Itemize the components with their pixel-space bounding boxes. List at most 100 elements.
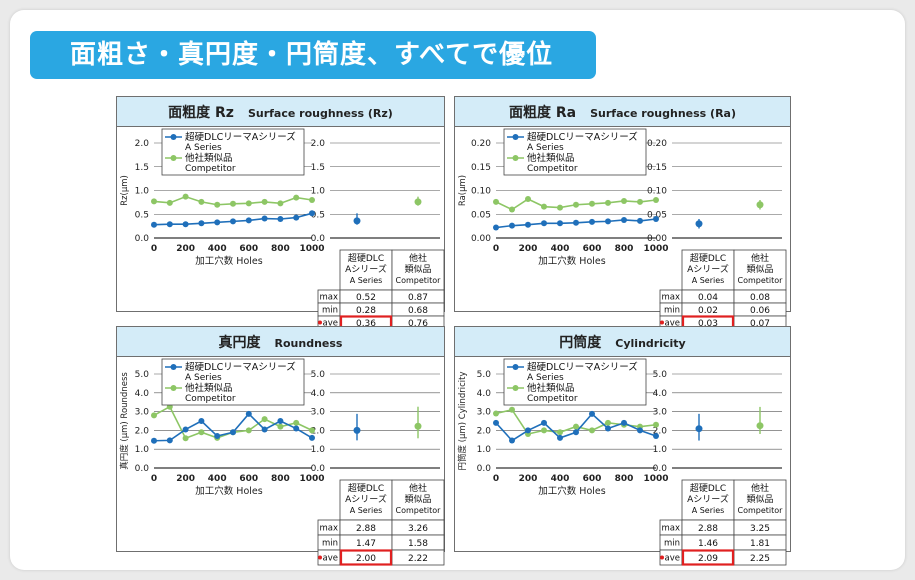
data-point — [277, 216, 284, 222]
data-point — [605, 218, 611, 225]
data-point — [573, 423, 579, 430]
data-point — [637, 427, 643, 434]
table-value-competitor: 0.87 — [408, 293, 428, 303]
x-tick-label: 0 — [151, 244, 157, 254]
legend-marker-competitor — [512, 155, 519, 161]
table-row-label: min — [322, 539, 338, 549]
table-header-cell — [681, 249, 735, 291]
data-point — [261, 416, 268, 423]
y-tick-label: 0.15 — [471, 163, 491, 173]
y-tick-label: 0.10 — [471, 187, 491, 197]
legend-marker-competitor — [512, 385, 519, 391]
y-tick-label: 2.0 — [135, 426, 150, 436]
table-row-label: ave — [323, 319, 338, 329]
chart-title-jp: 面粗度 Rz — [168, 105, 234, 121]
x-tick-label: 1000 — [299, 474, 324, 484]
legend-label-competitor: 他社類似品 — [185, 382, 233, 394]
x-axis-label: 加工穴数 Holes — [538, 485, 605, 497]
data-point — [509, 222, 515, 229]
average-marker-competitor — [756, 422, 764, 430]
data-point — [573, 219, 579, 226]
x-tick-label: 0 — [493, 474, 499, 484]
data-point — [541, 427, 547, 434]
legend-label-a-series: 超硬DLCリーマAシリーズ — [185, 131, 296, 143]
data-point — [198, 220, 205, 227]
y-tick-label: 2.0 — [477, 426, 492, 436]
table-header-a-series: Aシリーズ — [687, 263, 729, 275]
table-header-competitor: 他社 — [751, 252, 769, 264]
data-point — [557, 204, 563, 211]
x-tick-label: 1000 — [299, 244, 324, 254]
data-point — [509, 437, 515, 444]
legend-label-a-series-en: A Series — [185, 143, 222, 153]
table-value-competitor: 2.22 — [408, 554, 428, 564]
average-marker-competitor — [414, 198, 422, 206]
x-tick-label: 0 — [151, 474, 157, 484]
table-value-a-series: 1.46 — [698, 539, 718, 549]
y-tick-label: 0.15 — [647, 163, 667, 173]
data-point — [214, 201, 221, 208]
x-tick-label: 1000 — [643, 474, 668, 484]
table-value-a-series: 1.47 — [356, 539, 376, 549]
y-tick-label: 0.05 — [647, 210, 667, 220]
table-value-a-series: 0.28 — [356, 306, 376, 316]
x-tick-label: 400 — [551, 244, 570, 254]
x-axis-label: 加工穴数 Holes — [195, 485, 262, 497]
data-point — [509, 406, 515, 413]
legend-label-a-series: 超硬DLCリーマAシリーズ — [527, 131, 638, 143]
legend-marker-competitor — [170, 155, 177, 161]
data-point — [557, 220, 563, 227]
table-value-competitor: 2.25 — [750, 554, 770, 564]
chart-svg-cylindricity: 0.0 0.0 1.0 1.0 2.0 2.0 3.0 3.0 4.0 4.0 5.0 5.0 0 200… — [457, 358, 787, 566]
data-point — [214, 219, 221, 226]
y-tick-label: 1.0 — [311, 445, 326, 455]
x-tick-label: 400 — [208, 244, 227, 254]
panel-header: 円筒度 Cylindricity — [455, 327, 790, 357]
data-point — [309, 197, 315, 203]
data-point — [261, 426, 268, 433]
x-tick-label: 600 — [583, 244, 602, 254]
x-tick-label: 200 — [176, 244, 195, 254]
table-value-a-series: 0.02 — [698, 306, 718, 316]
table-value-a-series: 0.36 — [356, 319, 376, 329]
data-point — [541, 203, 547, 210]
table-header-cell — [733, 249, 787, 291]
legend-label-competitor-en: Competitor — [185, 394, 236, 404]
legend-label-competitor: 他社類似品 — [527, 152, 575, 164]
chart-panel-rz: 面粗度 Rz Surface roughness (Rz) 0.0 0.0 0.5 0.… — [116, 96, 445, 330]
data-point — [525, 221, 531, 228]
y-tick-label: 4.0 — [477, 389, 492, 399]
data-point — [166, 437, 173, 444]
data-point — [166, 221, 173, 228]
table-value-competitor: 0.76 — [408, 319, 428, 329]
y-tick-label: 4.0 — [311, 389, 326, 399]
data-point — [589, 218, 595, 225]
data-point — [573, 201, 579, 208]
table-header-competitor: Competitor — [738, 506, 784, 515]
table-header-competitor: 他社 — [409, 252, 427, 264]
data-point — [214, 433, 221, 440]
table-header-a-series: 超硬DLC — [690, 252, 726, 264]
table-header-a-series: Aシリーズ — [345, 263, 387, 275]
y-axis-label: 真円度 (μm) Roundness — [119, 372, 130, 470]
legend-box — [503, 358, 647, 406]
data-point — [605, 425, 611, 432]
table-header-competitor: 類似品 — [404, 264, 431, 275]
x-tick-label: 800 — [615, 244, 634, 254]
data-point — [589, 410, 595, 417]
y-tick-label: 0.00 — [647, 234, 667, 244]
table-header-a-series: 超硬DLC — [348, 252, 384, 264]
chart-title-en: Roundness — [274, 337, 343, 350]
data-point — [509, 206, 515, 213]
data-point — [261, 215, 268, 222]
y-axis-label: Rz(μm) — [120, 175, 130, 206]
legend-label-a-series-en: A Series — [185, 373, 222, 383]
x-tick-label: 800 — [271, 474, 290, 484]
legend-label-competitor-en: Competitor — [185, 164, 236, 174]
ave-bullet — [660, 555, 664, 560]
table-header-competitor: 他社 — [409, 482, 427, 494]
ave-bullet — [318, 555, 322, 560]
average-marker-a-series — [695, 425, 703, 433]
chart-title-jp: 面粗度 Ra — [509, 105, 577, 121]
y-tick-label: 0.20 — [647, 139, 667, 149]
